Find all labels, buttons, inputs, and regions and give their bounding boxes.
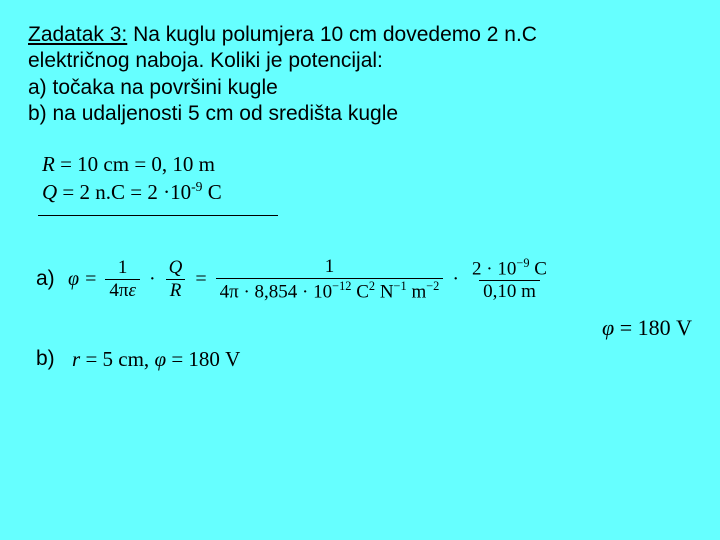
given-R-symbol: R	[42, 152, 55, 176]
given-Q-value-prefix: = 2 n.C = 2 ·10	[57, 180, 191, 204]
frac-1-over-4pieps: 1 4πε	[105, 257, 140, 302]
dot-2: ·	[452, 268, 459, 291]
equals-1: =	[85, 268, 96, 291]
problem-line1: Na kuglu polumjera 10 cm dovedemo 2 n.C	[127, 23, 537, 46]
frac4-num: 2 · 10−9 C	[468, 256, 551, 280]
frac3-num: 1	[321, 256, 339, 278]
part-b-row: b) r = 5 cm, φ = 180 V	[28, 347, 692, 372]
frac-numeric-eps: 1 4π · 8,854 · 10−12 C2 N−1 m−2	[216, 256, 444, 303]
equals-2: =	[195, 268, 206, 291]
frac1-den: 4πε	[105, 279, 140, 302]
given-Q-symbol: Q	[42, 180, 57, 204]
given-values: R = 10 cm = 0, 10 m Q = 2 n.C = 2 ·10-9 …	[28, 151, 692, 207]
given-R-value: = 10 cm = 0, 10 m	[55, 152, 215, 176]
part-a-formula: φ = 1 4πε · Q R = 1 4π · 8,854 · 10−12 C…	[68, 256, 554, 303]
given-Q-unit: C	[202, 180, 221, 204]
part-a-result: φ = 180 V	[602, 315, 692, 341]
frac4-den: 0,10 m	[479, 280, 540, 303]
part-b-phi-symbol: φ	[154, 347, 166, 371]
problem-line4: b) na udaljenosti 5 cm od središta kugle	[28, 102, 398, 125]
given-Q-exp: -9	[191, 179, 202, 194]
part-b-content: r = 5 cm, φ = 180 V	[72, 347, 240, 372]
part-b-r-symbol: r	[72, 347, 80, 371]
frac2-den: R	[166, 279, 186, 302]
dot-1: ·	[149, 268, 156, 291]
frac1-num: 1	[114, 257, 132, 279]
part-b-r-value: = 5 cm,	[80, 347, 154, 371]
frac3-den: 4π · 8,854 · 10−12 C2 N−1 m−2	[216, 278, 444, 303]
part-a-label: a)	[28, 267, 68, 291]
phi-symbol: φ	[68, 268, 79, 291]
part-b-label: b)	[28, 347, 68, 371]
problem-title: Zadatak 3:	[28, 23, 127, 46]
given-divider	[38, 215, 278, 216]
frac-charge-over-radius: 2 · 10−9 C 0,10 m	[468, 256, 551, 303]
frac2-num: Q	[165, 257, 187, 279]
problem-statement: Zadatak 3: Na kuglu polumjera 10 cm dove…	[28, 22, 692, 127]
part-b-phi-value: = 180 V	[166, 347, 240, 371]
part-a-row: a) φ = 1 4πε · Q R = 1 4π · 8,854 · 10−1…	[28, 256, 692, 303]
problem-line3: a) točaka na površini kugle	[28, 76, 278, 99]
frac-Q-over-R: Q R	[165, 257, 187, 302]
problem-line2: električnog naboja. Koliki je potencijal…	[28, 49, 383, 72]
